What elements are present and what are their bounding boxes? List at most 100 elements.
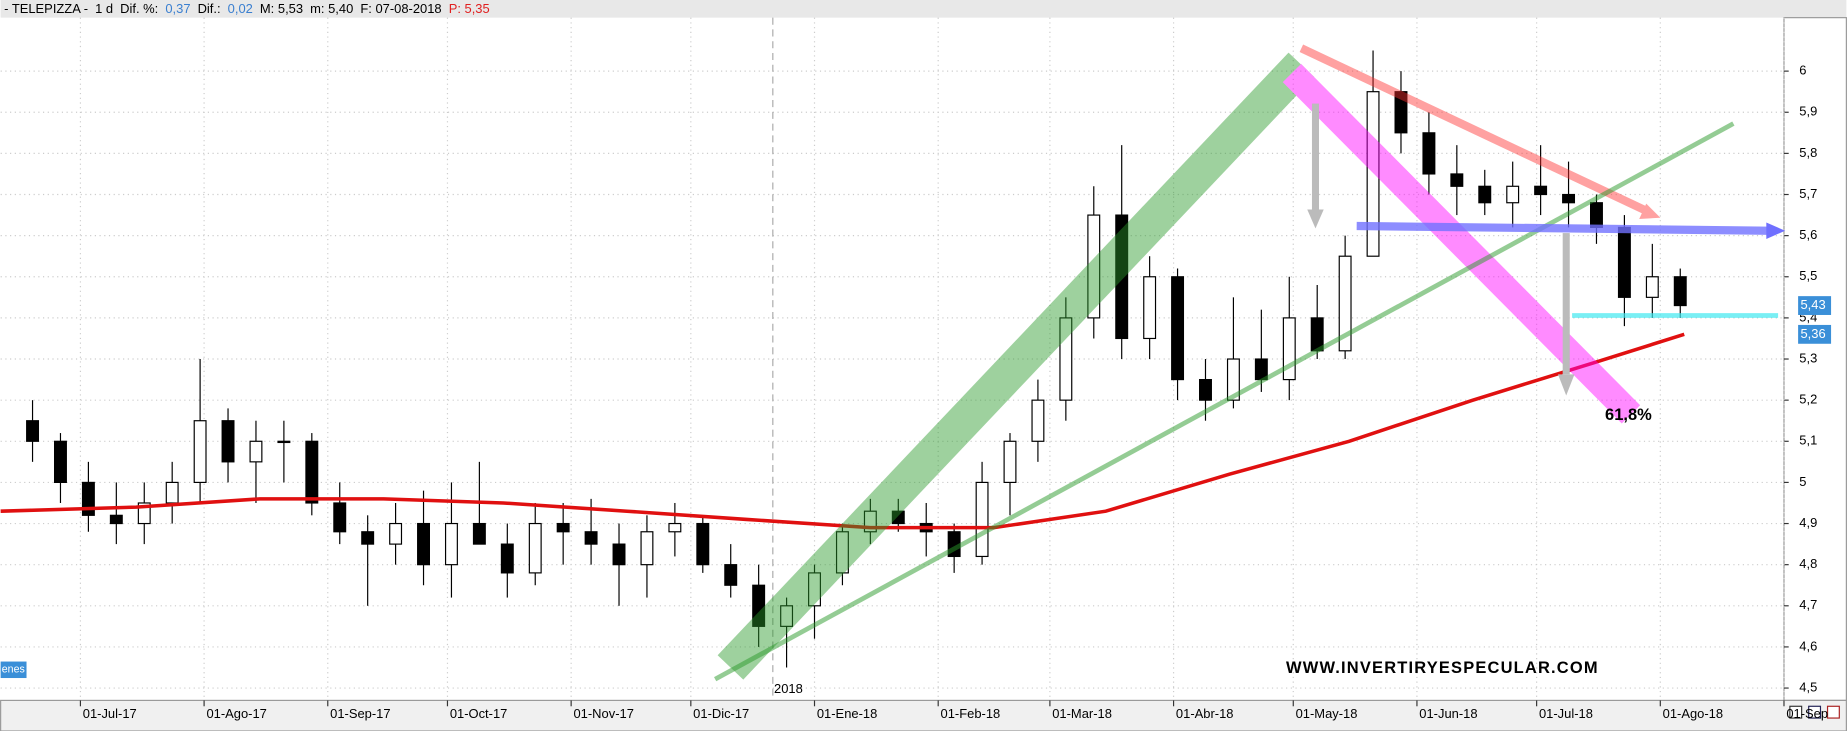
- candle-body: [1115, 214, 1129, 340]
- candle-body: [863, 510, 877, 533]
- candle-body: [109, 514, 123, 525]
- price-label: 5,36: [1800, 326, 1825, 341]
- candle-body: [556, 522, 570, 533]
- candle-body: [1199, 379, 1212, 401]
- candle-body: [221, 420, 235, 463]
- candle-body: [389, 522, 403, 545]
- candle-body: [500, 543, 514, 574]
- y-tick-label: 5,5: [1799, 268, 1817, 283]
- icon[interactable]: [1789, 705, 1803, 719]
- header-item: - TELEPIZZA -: [4, 1, 88, 16]
- header-item: 0,37: [165, 1, 190, 16]
- candle-body: [835, 531, 849, 574]
- icon[interactable]: [1826, 705, 1840, 719]
- candle-body: [1645, 276, 1659, 298]
- candle-body: [1031, 399, 1045, 442]
- candle-body: [612, 543, 626, 566]
- header-item: 0,02: [228, 1, 253, 16]
- y-tick-label: 4,5: [1799, 679, 1817, 694]
- trend-drawings: [717, 44, 1661, 680]
- y-tick-label: 6: [1799, 63, 1806, 78]
- resistance-line: [1299, 44, 1651, 216]
- header-item: F: 07-08-2018: [360, 1, 441, 16]
- header-item: Dif.:: [198, 1, 221, 16]
- fib-label: 61,8%: [1605, 406, 1652, 424]
- candle-body: [1589, 202, 1603, 229]
- x-tick-label: 01-Ene-18: [817, 706, 877, 721]
- header-bar: [0, 0, 1847, 18]
- x-tick-label: 01-Jun-18: [1419, 706, 1477, 721]
- y-tick-label: 5,1: [1799, 433, 1817, 448]
- candle-body: [305, 440, 319, 504]
- price-marker: [1798, 296, 1832, 315]
- candle-body: [1450, 173, 1464, 187]
- candle-body: [277, 440, 291, 444]
- x-tick-label: 01-Jul-18: [1539, 706, 1593, 721]
- price-label: 5,43: [1800, 297, 1825, 312]
- x-tick-label: 01-May-18: [1296, 706, 1358, 721]
- candle-body: [333, 502, 347, 533]
- candle-body: [808, 572, 821, 607]
- candle-body: [1366, 91, 1380, 257]
- arrow-head: [1766, 222, 1786, 239]
- x-tick-label: 01-Sep-17: [330, 706, 390, 721]
- toolbar-icons[interactable]: [1789, 705, 1840, 719]
- candle-body: [724, 564, 738, 586]
- candle-body: [640, 531, 654, 566]
- down-channel: [1282, 63, 1641, 424]
- arrow-shaft: [1562, 233, 1570, 375]
- candle-body: [1562, 193, 1576, 204]
- candle-body: [1087, 214, 1101, 319]
- candle-body: [249, 440, 263, 463]
- arrow-shaft: [1311, 103, 1320, 210]
- candle-body: [193, 420, 207, 484]
- y-tick-label: 5,6: [1799, 227, 1817, 242]
- candle-body: [417, 522, 431, 566]
- x-tick-label: 01-Abr-18: [1176, 706, 1234, 721]
- candle-body: [780, 605, 794, 627]
- candle-body: [696, 522, 710, 566]
- candle-body: [53, 440, 67, 484]
- candle-body: [1506, 185, 1520, 204]
- arrow-head: [1307, 209, 1324, 229]
- y-tick-label: 4,9: [1799, 515, 1817, 530]
- candle-body: [668, 522, 682, 533]
- y-tick-label: 5,9: [1799, 104, 1817, 119]
- candle-body: [361, 531, 375, 545]
- y-tick-label: 5,2: [1799, 392, 1817, 407]
- volume-tag-bg: [0, 661, 27, 679]
- x-tick-label: 01-Sep: [1786, 706, 1828, 721]
- candle-body: [1534, 185, 1548, 196]
- icon[interactable]: [1808, 705, 1822, 719]
- candle-body: [165, 481, 179, 504]
- candle-body: [975, 481, 989, 558]
- candle-body: [1422, 132, 1436, 175]
- x-tick-label: 01-Feb-18: [941, 706, 1001, 721]
- price-marker: [1798, 324, 1832, 344]
- candle-body: [472, 522, 486, 545]
- arrow-head: [1639, 203, 1661, 219]
- watermark: WWW.INVERTIRYESPECULAR.COM: [1286, 659, 1599, 677]
- y-tick-label: 4,8: [1799, 556, 1817, 571]
- candle-body: [1226, 358, 1240, 401]
- uptrend-channel: [717, 52, 1315, 680]
- candle-body: [528, 522, 542, 574]
- support-line: [714, 121, 1735, 682]
- y-tick-label: 5,3: [1799, 350, 1817, 365]
- header-item: P: 5,35: [449, 1, 490, 16]
- candle-body: [1143, 276, 1157, 340]
- gray-arrows: [1307, 103, 1575, 396]
- candle-body: [891, 510, 905, 525]
- header-item: M: 5,53: [260, 1, 303, 16]
- candle-body: [1478, 185, 1492, 204]
- volume-tag: enes: [2, 664, 25, 676]
- candle-body: [752, 584, 766, 627]
- x-tick-label: 01-Mar-18: [1052, 706, 1112, 721]
- header-item: Dif. %:: [120, 1, 158, 16]
- candle-body: [1394, 91, 1408, 134]
- header-item: m: 5,40: [310, 1, 353, 16]
- y-axis-panel: [1783, 17, 1847, 701]
- y-tick-label: 5,8: [1799, 145, 1817, 160]
